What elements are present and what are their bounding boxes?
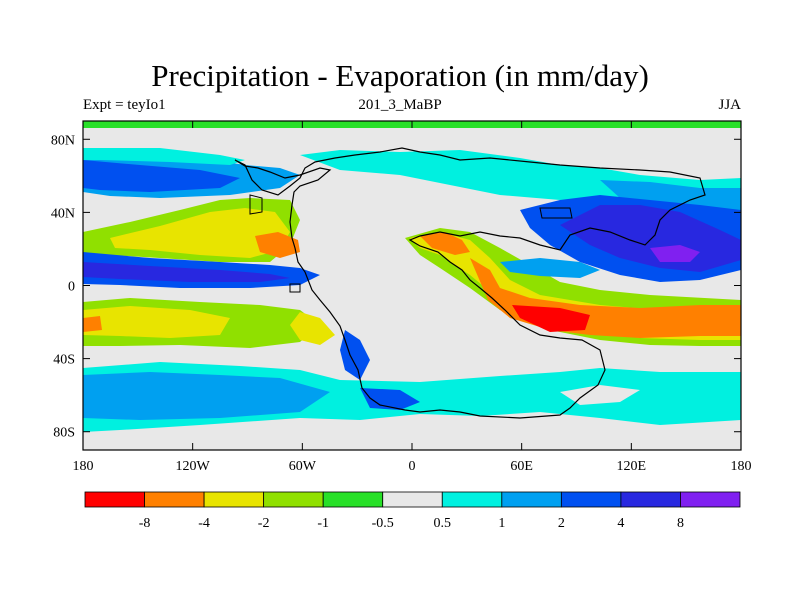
colorbar-swatch xyxy=(560,491,622,508)
colorbar-swatch xyxy=(382,491,443,508)
colorbar-label: -4 xyxy=(198,516,210,531)
east-africa-blue xyxy=(500,258,600,278)
lake-outline-1 xyxy=(249,194,263,215)
colorbar-label: -0.5 xyxy=(372,516,394,531)
colorbar-label: -8 xyxy=(139,516,151,531)
spacific-orange xyxy=(83,316,102,332)
y-tick-label: 80N xyxy=(51,133,75,148)
colorbar-label: 2 xyxy=(558,516,565,531)
itcz-deep-blue xyxy=(83,262,290,282)
y-tick-label: 80S xyxy=(53,426,75,441)
southern-ocean-blue xyxy=(83,372,330,420)
season-label: JJA xyxy=(718,97,741,113)
colorbar-label: -1 xyxy=(317,516,329,531)
y-tick-label: 40N xyxy=(51,206,75,221)
colorbar-label: 8 xyxy=(677,516,684,531)
colorbar-swatch xyxy=(203,491,265,508)
colorbar-label: -2 xyxy=(258,516,270,531)
chart-title: Precipitation - Evaporation (in mm/day) xyxy=(151,58,649,93)
x-tick-label: 180 xyxy=(73,459,94,474)
map-field xyxy=(83,121,741,450)
drake-blue xyxy=(360,388,420,410)
south-indian-red xyxy=(512,305,590,332)
chile-yellow xyxy=(290,312,335,345)
x-tick-label: 120E xyxy=(617,459,647,474)
easia-purple xyxy=(650,245,700,262)
island-outline xyxy=(289,283,301,293)
y-tick-label: 40S xyxy=(53,353,75,368)
x-axis: 180 120W 60W 0 60E 120E 180 xyxy=(73,121,752,474)
colorbar-swatch xyxy=(84,491,145,508)
npacific-orange xyxy=(255,232,300,258)
spacific-yellow xyxy=(83,306,230,338)
lake-outline-2 xyxy=(539,207,573,219)
colorbar: -8 -4 -2 -1 -0.5 0.5 1 2 4 8 xyxy=(84,491,741,531)
land-outline xyxy=(234,147,706,419)
colorbar-label: 1 xyxy=(498,516,505,531)
x-tick-label: 60E xyxy=(510,459,533,474)
colorbar-swatch xyxy=(322,491,384,508)
sa-coast-blue xyxy=(340,330,370,380)
colorbar-label: 4 xyxy=(617,516,624,531)
colorbar-swatch xyxy=(441,491,503,508)
colorbar-swatch xyxy=(501,491,562,508)
colorbar-swatch xyxy=(144,491,205,508)
npacific-blue xyxy=(83,160,240,192)
experiment-label: Expt = teyIo1 xyxy=(83,97,166,113)
colorbar-swatch xyxy=(620,491,681,508)
colorbar-label: 0.5 xyxy=(434,516,452,531)
npacific-yellow xyxy=(110,208,290,258)
x-tick-label: 120W xyxy=(176,459,211,474)
colorbar-swatch xyxy=(680,491,741,508)
arctic-grey-band xyxy=(83,128,741,150)
x-tick-label: 0 xyxy=(409,459,416,474)
npacific-cyan xyxy=(83,148,245,165)
period-label: 201_3_MaBP xyxy=(358,97,442,113)
s-indian-grey xyxy=(560,385,640,405)
y-axis: 80N 40N 0 40S 80S xyxy=(51,133,741,441)
x-tick-label: 60W xyxy=(289,459,317,474)
y-tick-label: 0 xyxy=(68,280,75,295)
natlantic-orange xyxy=(420,232,470,255)
colorbar-swatch xyxy=(263,491,324,508)
x-tick-label: 180 xyxy=(731,459,752,474)
